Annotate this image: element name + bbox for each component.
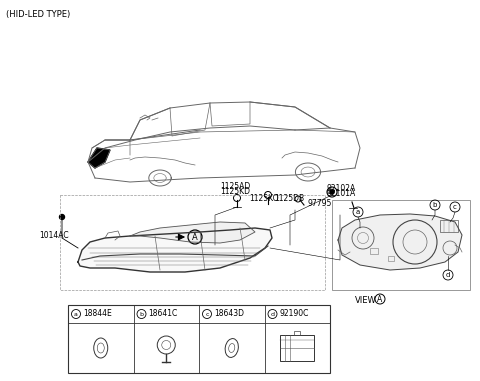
Text: (HID-LED TYPE): (HID-LED TYPE)	[6, 10, 70, 19]
Text: 1125DB: 1125DB	[275, 194, 305, 203]
Bar	[68, 305, 330, 373]
Polygon shape	[78, 228, 272, 272]
Text: 92190C: 92190C	[279, 309, 309, 319]
Text: d: d	[271, 312, 275, 317]
Bar	[388, 256, 394, 261]
Text: 97795: 97795	[307, 199, 332, 208]
Text: c: c	[453, 204, 457, 210]
Text: 92101A: 92101A	[326, 189, 356, 198]
Text: b: b	[140, 312, 144, 317]
Text: 18844E: 18844E	[83, 309, 112, 319]
Circle shape	[329, 189, 335, 194]
Bar	[332, 200, 470, 290]
Text: 1014AC: 1014AC	[39, 231, 69, 240]
Text: b: b	[433, 202, 437, 208]
Text: A: A	[192, 232, 198, 242]
Text: 1125KD: 1125KD	[220, 187, 250, 196]
Text: 1125AD: 1125AD	[220, 182, 250, 191]
Text: a: a	[356, 209, 360, 215]
Polygon shape	[130, 222, 255, 243]
Text: 1125KO: 1125KO	[250, 194, 279, 203]
Polygon shape	[338, 214, 462, 270]
Bar	[370, 248, 378, 254]
Text: d: d	[446, 272, 450, 278]
Bar	[60, 195, 325, 290]
Bar	[280, 335, 314, 361]
Polygon shape	[88, 148, 110, 168]
Text: 18641C: 18641C	[148, 309, 178, 319]
Text: VIEW: VIEW	[355, 296, 377, 305]
Text: 92102A: 92102A	[326, 184, 356, 194]
Circle shape	[60, 215, 64, 219]
Bar	[294, 331, 300, 335]
Text: A: A	[377, 295, 383, 304]
Text: 18643D: 18643D	[214, 309, 244, 319]
Bar	[440, 220, 458, 232]
Text: c: c	[205, 312, 209, 317]
Text: a: a	[74, 312, 78, 317]
